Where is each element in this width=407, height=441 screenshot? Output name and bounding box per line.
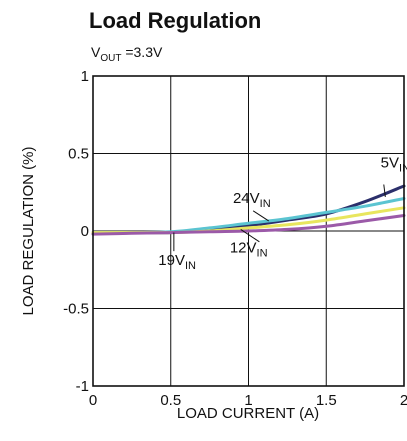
x-tick-label: 2 [400,392,407,409]
x-tick-label: 0.5 [160,392,181,409]
annotation-label-24vin: 24VIN [233,190,271,210]
x-axis-label: LOAD CURRENT (A) [177,405,319,422]
series-layer [91,184,406,236]
tick-labels: 0 0.5 1 1.5 2 1 0.5 0 -0.5 -1 [63,68,407,409]
y-tick-label: 1 [81,68,89,85]
series-annotations: 5VIN 24VIN 12VIN 19VIN [158,154,407,272]
y-tick-label: -1 [76,378,89,395]
y-tick-label: -0.5 [63,301,89,318]
chart-subtitle: VOUT =3.3V [91,44,163,64]
x-tick-label: 1.5 [316,392,337,409]
annotation-label-5vin: 5VIN [381,154,407,174]
chart-title: Load Regulation [89,8,261,33]
annotation-leader-5vin [383,184,386,197]
y-tick-label: 0 [81,223,89,240]
y-axis-label: LOAD REGULATION (%) [20,147,37,316]
series-line-19vin [91,214,406,236]
x-tick-label: 0 [89,392,97,409]
y-tick-label: 0.5 [68,146,89,163]
plot-frame [92,75,405,387]
x-tick-label: 1 [244,392,252,409]
annotation-leader-24vin [252,210,269,222]
annotation-label-12vin: 12VIN [230,240,268,260]
annotation-leader-12vin [240,229,260,243]
annotation-label-19vin: 19VIN [158,252,196,272]
